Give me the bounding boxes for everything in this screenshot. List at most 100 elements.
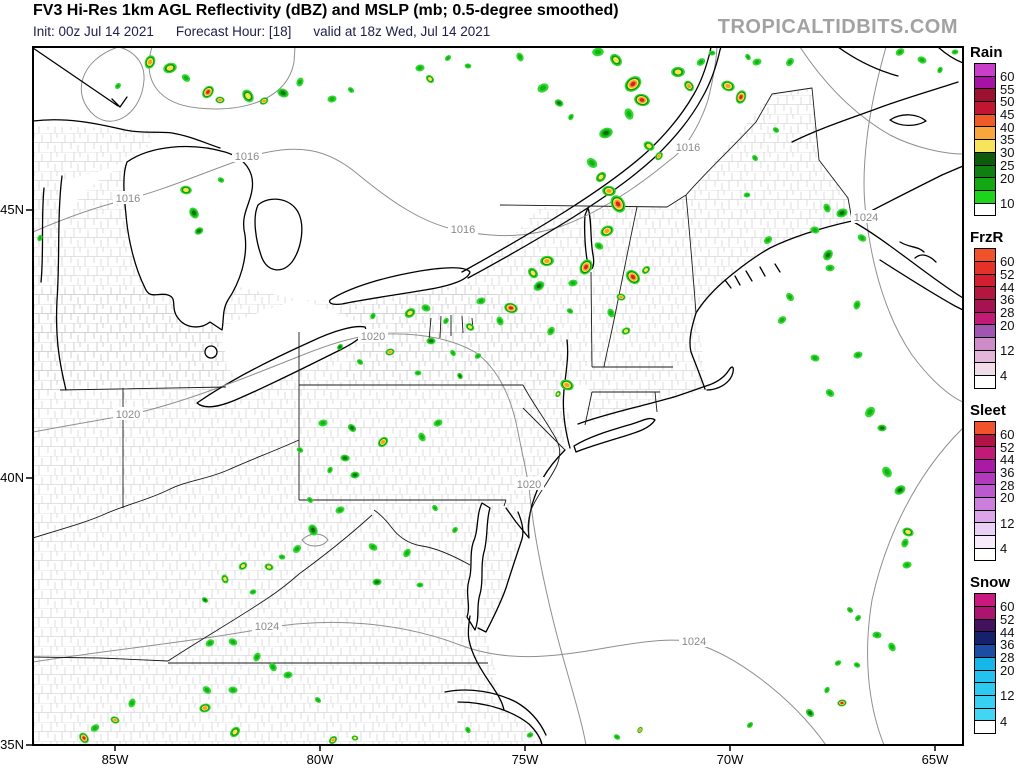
radar-echo [548,328,554,334]
radar-echo [148,59,152,65]
radar-echo [251,590,255,594]
legend-value: 12 [1000,688,1015,704]
radar-echo [827,266,833,270]
legend-value: 4 [1000,541,1008,556]
radar-echo [280,91,286,95]
radar-echo [206,90,210,94]
legend-swatch [974,248,996,262]
radar-echo [856,616,860,620]
radar-echo [604,228,610,234]
radar-echo [285,673,291,677]
radar-echo [779,317,785,323]
radar-echo [855,302,859,308]
legend-swatch [974,471,996,486]
radar-echo [113,718,117,722]
long-island [573,417,656,453]
radar-echo [825,688,829,692]
radar-echo [589,160,595,166]
legend-swatch [974,707,996,722]
radar-echo [349,88,353,92]
map-frame [32,46,964,746]
radar-echo [407,310,413,316]
radar-echo [92,725,98,731]
legend-value: 12 [1000,343,1015,359]
radar-echo [466,728,470,732]
radar-echo [859,235,865,241]
contour-label: 1020 [361,331,385,343]
radar-echo [938,68,942,72]
radar-echo [754,60,760,64]
reflectivity-cells [37,47,959,745]
legend-swatch [974,720,996,734]
radar-echo [476,354,480,358]
legend-section-sleet: Sleet 60 52 44 36 28 20 12 4 [970,402,1024,562]
legend-swatch [974,656,996,671]
radar-echo [418,583,422,587]
watermark: TROPICALTIDBITS.COM [717,16,958,38]
radar-echo [646,143,652,149]
legend-swatch [974,509,996,524]
legend-row: 36 [970,631,1024,651]
radar-echo [539,85,547,91]
radar-echo [478,299,484,303]
legend-value: 45 [1000,107,1015,123]
legend-swatch [974,273,996,288]
radar-echo [639,98,645,102]
radar-echo [197,229,201,233]
radar-echo [343,456,347,460]
lat-label: 35N [0,737,24,752]
legend-swatch [974,618,996,633]
radar-echo [884,469,890,475]
radar-echo [643,268,649,272]
legend-row: 12 [970,509,1024,529]
state-borders [33,87,853,664]
radar-echo [358,360,362,364]
radar-echo [270,664,276,670]
radar-echo [308,498,312,502]
radar-echo [530,270,536,276]
radar-echo [748,723,752,727]
legend-value: 44 [1000,624,1015,640]
radar-echo [320,421,326,425]
radar-echo [584,264,588,270]
radar-echo [38,236,42,240]
radar-echo [874,633,880,637]
legend-swatch [974,202,996,217]
legend-value: 25 [1000,157,1015,173]
lon-label: 80W [307,752,334,767]
radar-echo [528,733,532,737]
radar-echo [630,274,636,280]
legend-row: 55 [970,75,1024,96]
radar-echo [568,309,572,313]
legend-value: 28 [1000,477,1015,493]
radar-echo [557,101,561,105]
radar-echo [608,310,614,316]
radar-echo [787,294,793,300]
radar-echo [429,339,433,343]
radar-echo [297,79,303,85]
radar-echo [203,598,207,602]
legend-swatch [974,362,996,377]
radar-echo [674,69,682,75]
radar-echo [218,98,222,102]
legend-row [970,547,1024,562]
legend-swatch [974,101,996,115]
legend-value: 36 [1000,464,1015,480]
radar-echo [687,84,691,88]
legend-value: 36 [1000,637,1015,653]
legend-value: 55 [1000,81,1015,97]
radar-echo [827,390,833,396]
legend-row: 25 [970,151,1024,172]
legend-row: 36 [970,458,1024,479]
radar-echo [311,527,315,533]
legend-swatch [974,631,996,646]
radar-echo [638,728,642,732]
lake-st-clair [204,345,218,359]
legend-row: 52 [970,433,1024,453]
radar-echo [458,374,462,378]
radar-echo [902,540,908,546]
legend-swatch [974,496,996,511]
legend-row: 20 [970,656,1024,677]
legend-swatch [974,260,996,275]
